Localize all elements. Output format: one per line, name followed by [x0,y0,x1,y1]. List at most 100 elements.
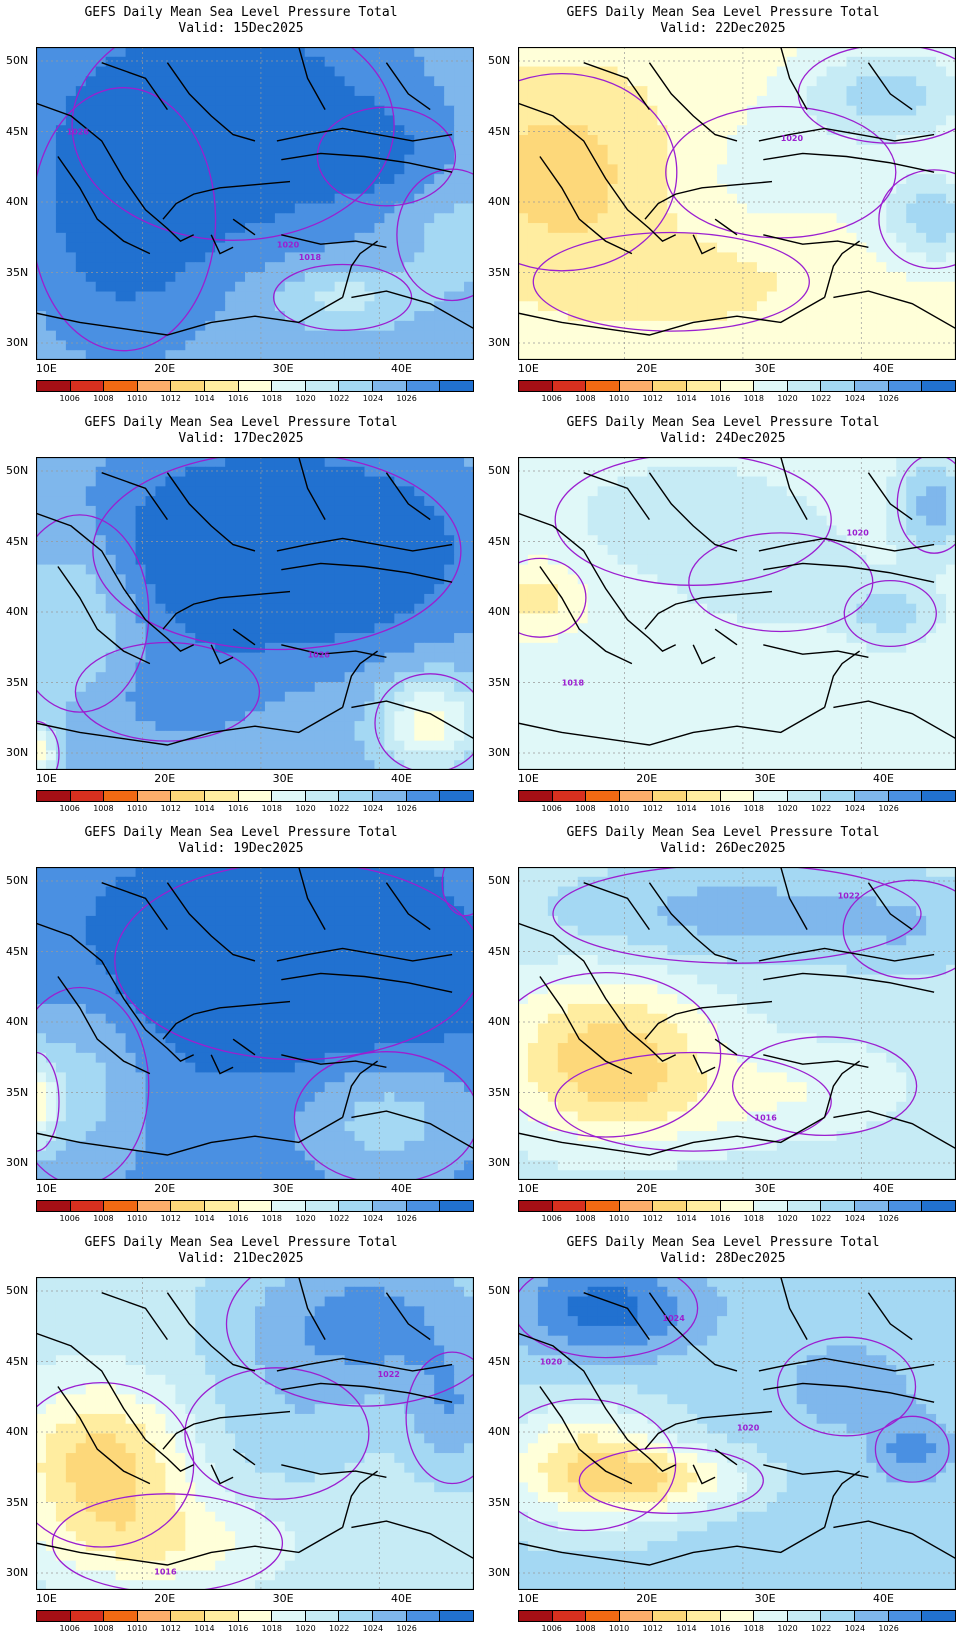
panel-title: GEFS Daily Mean Sea Level Pressure Total [84,415,398,430]
colorbar-swatch [687,1201,721,1211]
colorbar-swatch [687,381,721,391]
coastline-border [385,1292,431,1341]
map-panel-7: GEFS Daily Mean Sea Level Pressure Total… [0,1230,482,1640]
lon-tick-label: 10E [517,1182,539,1195]
colorbar-swatch [373,791,407,801]
pressure-field-svg: 1026 1020 1018 [36,47,474,360]
coastline-border [298,457,326,520]
lon-tick-label: 40E [872,1592,894,1605]
contour-label: 1024 [663,1314,686,1323]
colorbar-swatch [653,791,688,801]
colorbar-swatch [519,791,553,801]
map-frame [518,47,956,360]
lat-tick-label: 35N [6,1085,29,1099]
colorbar-swatch [373,381,407,391]
coastline-border [232,1038,256,1056]
map-frame [36,867,474,1180]
colorbar-swatch [272,1611,306,1621]
colorbar-label: 1016 [709,1624,731,1633]
colorbar-label: 1012 [642,1624,663,1633]
pressure-fill [36,47,474,360]
coastline-border [276,127,453,142]
map-frame [518,457,956,770]
colorbar-swatch [855,381,889,391]
pressure-map: 1020 1018 [518,457,956,770]
pressure-map: 1022 1016 [36,1277,474,1590]
isobar-contour [74,641,261,742]
colorbar-label: 1024 [362,1214,384,1223]
colorbar-label: 1016 [709,804,731,813]
contour-label: 1022 [838,891,860,900]
pressure-map: 1020 [518,47,956,360]
map-panel-3: GEFS Daily Mean Sea Level Pressure Total… [0,410,482,820]
colorbar-label: 1010 [126,394,148,403]
colorbar-swatch [137,1611,172,1621]
coastline-border [763,972,935,993]
coastline-border [341,1060,379,1118]
colorbar-swatch [552,381,587,391]
colorbar-label: 1014 [194,1214,215,1223]
colorbar-label: 1014 [676,1624,697,1633]
coastline-border [518,1332,677,1472]
colorbar-swatch [787,381,822,391]
colorbar-swatch [37,1611,71,1621]
colorbar-swatch [205,381,239,391]
coastline-border [210,234,234,255]
lat-tick-label: 40N [488,605,511,618]
colorbar-swatch [205,1201,239,1211]
coastline-border [833,290,956,330]
colorbar-swatch [586,1611,620,1621]
colorbar-label: 1006 [541,1624,562,1633]
coastline-border [351,700,474,740]
colorbar-label: 1020 [295,1214,316,1223]
lon-tick-label: 30E [272,362,294,375]
colorbar-label: 1014 [194,394,215,403]
coastline-border [166,472,256,552]
contour-label: 1020 [847,528,870,537]
coastline-border [763,1054,869,1068]
coastline-border [823,1470,861,1528]
colorbar-swatch [305,791,340,801]
panel-title: GEFS Daily Mean Sea Level Pressure Total [566,1235,880,1250]
isobar-contour [92,457,462,651]
lat-tick-label: 40N [6,195,29,208]
coastline-border [351,1520,474,1560]
coastline-border [166,882,256,962]
pressure-field-svg: 1026 [36,457,474,770]
coastline-border [867,62,913,111]
colorbar-label: 1026 [396,1214,417,1223]
colorbar-swatch [888,1611,923,1621]
colorbar-label: 1022 [329,394,350,403]
coastline-border [36,1332,195,1472]
colorbar-swatch [720,381,755,391]
lat-tick-label: 50N [6,54,29,67]
coastline-border [692,1054,716,1075]
pressure-map: 1026 [36,457,474,770]
coastline-border [823,1060,861,1118]
lon-tick-label: 30E [272,772,294,785]
colorbar-label: 1014 [194,1624,215,1633]
coastline-border [539,1386,633,1485]
lon-tick-label: 20E [636,362,658,375]
colorbar [518,790,956,802]
colorbar-swatch [440,381,473,391]
colorbar-swatch [339,1201,374,1211]
colorbar [518,380,956,392]
lat-tick-label: 50N [6,874,29,887]
colorbar-swatch [855,1201,889,1211]
colorbar-label: 1012 [160,1214,181,1223]
coastline-border [36,706,343,746]
coastline-border [518,1526,825,1566]
panel-title: GEFS Daily Mean Sea Level Pressure Total [566,825,880,840]
colorbar-swatch [687,1611,721,1621]
coastline-border [385,882,431,931]
pressure-field-svg: 1024 1020 1020 [518,1277,956,1590]
lon-tick-label: 10E [517,1592,539,1605]
colorbar-label: 1010 [126,1624,148,1633]
colorbar-swatch [70,1611,105,1621]
coastline-border [210,1464,234,1485]
colorbar-label: 1018 [261,1214,283,1223]
colorbar-label: 1012 [642,1214,663,1223]
colorbar-label: 1018 [261,394,283,403]
colorbar-swatch [754,791,788,801]
